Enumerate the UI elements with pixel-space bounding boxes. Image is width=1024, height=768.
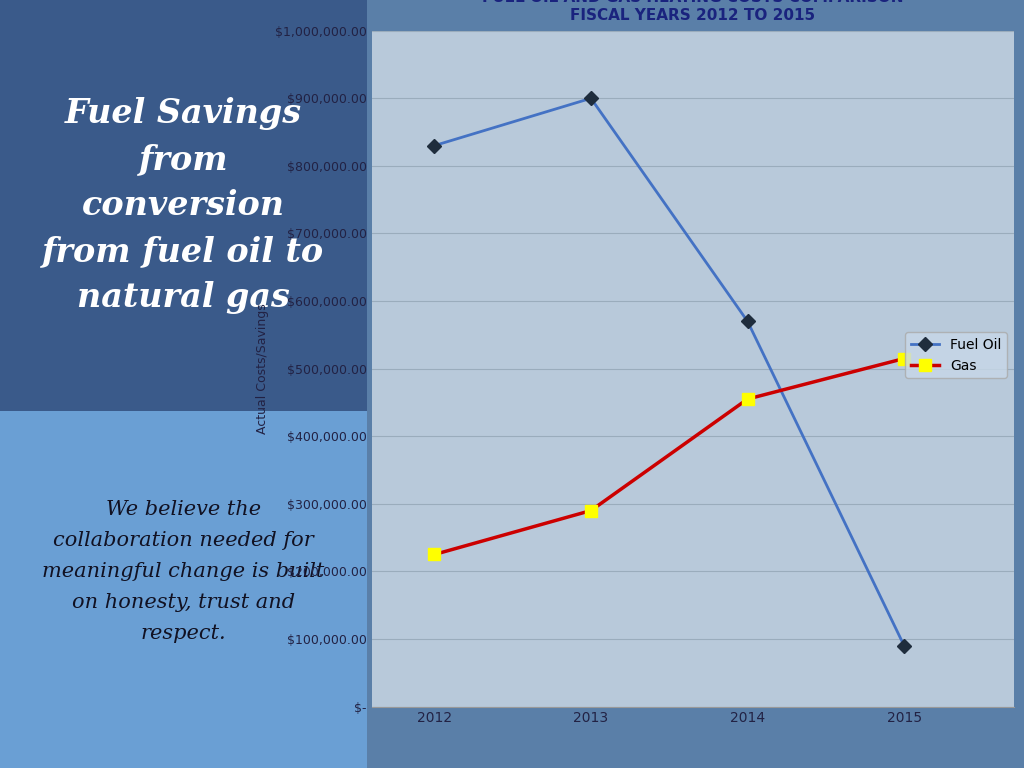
- Gas: [428, 550, 440, 559]
- Legend: Fuel Oil, Gas: Fuel Oil, Gas: [905, 332, 1007, 378]
- Gas: [741, 395, 754, 404]
- Text: We believe the
collaboration needed for
meaningful change is built
on honesty, t: We believe the collaboration needed for …: [42, 500, 325, 643]
- Gas: [898, 354, 910, 363]
- Title: FUEL OIL AND GAS HEATING COSTS COMPARISON
FISCAL YEARS 2012 TO 2015: FUEL OIL AND GAS HEATING COSTS COMPARISO…: [482, 0, 903, 22]
- Y-axis label: Actual Costs/Savings: Actual Costs/Savings: [256, 303, 269, 434]
- Gas: [585, 506, 597, 515]
- Line: Fuel Oil: Fuel Oil: [429, 94, 909, 650]
- Fuel Oil: [585, 94, 597, 103]
- Line: Gas: Gas: [429, 353, 909, 560]
- Fuel Oil: [428, 141, 440, 151]
- Fuel Oil: [898, 641, 910, 650]
- Fuel Oil: [741, 316, 754, 326]
- Text: Fuel Savings
from
conversion
from fuel oil to
natural gas: Fuel Savings from conversion from fuel o…: [42, 97, 325, 314]
